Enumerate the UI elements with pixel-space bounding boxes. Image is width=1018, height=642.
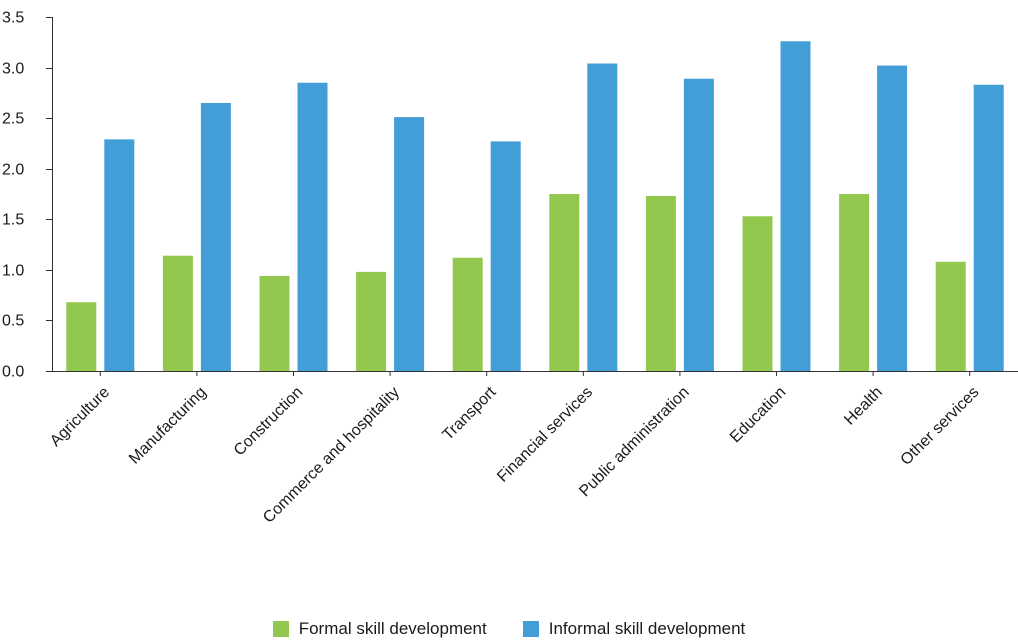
- x-category-label: Transport: [440, 383, 500, 443]
- bar-formal: [935, 261, 966, 371]
- legend-label-formal: Formal skill development: [298, 619, 487, 638]
- legend-item-formal: Formal skill development: [272, 619, 487, 639]
- x-category-label: Manufacturing: [126, 384, 210, 468]
- bar-formal: [742, 216, 773, 371]
- y-tick-label: 2.5: [2, 111, 24, 128]
- x-category-label: Other services: [898, 384, 983, 469]
- y-tick-label: 3.5: [2, 10, 24, 27]
- bar-informal: [780, 41, 811, 371]
- bar-formal: [356, 271, 387, 371]
- x-category-label: Agriculture: [47, 384, 113, 450]
- x-category-label: Health: [841, 384, 886, 429]
- x-category-label: Public administration: [576, 384, 692, 500]
- y-tick-label: 1.5: [2, 212, 24, 229]
- bar-informal: [877, 65, 908, 371]
- y-tick-label: 0.5: [2, 313, 24, 330]
- bar-formal: [259, 275, 290, 371]
- bar-informal: [683, 78, 714, 371]
- bar-informal: [104, 139, 135, 371]
- y-tick-label: 3.0: [2, 61, 24, 78]
- bar-informal: [200, 102, 231, 371]
- x-category-label: Education: [727, 384, 789, 446]
- legend-item-informal: Informal skill development: [522, 619, 746, 639]
- y-tick-label: 1.0: [2, 263, 24, 280]
- bar-informal: [394, 117, 425, 371]
- bar-formal: [645, 196, 676, 371]
- legend-label-informal: Informal skill development: [548, 619, 746, 638]
- bar-formal: [549, 194, 580, 371]
- x-category-label: Financial services: [494, 384, 596, 486]
- legend: Formal skill development Informal skill …: [0, 619, 1018, 639]
- legend-swatch-informal: [522, 621, 539, 637]
- x-category-label: Construction: [231, 384, 307, 460]
- bar-formal: [839, 194, 870, 371]
- bar-informal: [297, 82, 328, 371]
- y-tick-label: 0.0: [2, 364, 24, 381]
- bar-formal: [66, 302, 97, 371]
- y-tick-label: 2.0: [2, 162, 24, 179]
- bar-formal: [162, 255, 193, 371]
- bar-formal: [452, 257, 483, 371]
- bar-chart: 0.0 0.5 1.0 1.5 2.0 2.5 3.0 3.5 Agriculture Manuf…: [2, 10, 1018, 527]
- legend-swatch-formal: [272, 621, 289, 637]
- bar-informal: [973, 84, 1004, 371]
- bar-informal: [587, 63, 618, 371]
- bar-informal: [490, 141, 521, 371]
